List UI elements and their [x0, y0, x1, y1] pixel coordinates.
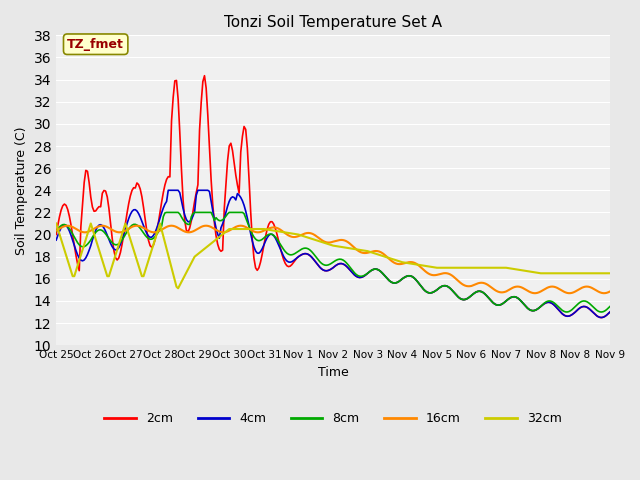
4cm — [359, 274, 367, 280]
16cm — [64, 223, 72, 228]
16cm — [606, 288, 614, 294]
4cm — [64, 225, 72, 230]
4cm — [606, 309, 614, 315]
4cm — [476, 288, 484, 294]
Line: 32cm: 32cm — [56, 224, 610, 288]
8cm — [488, 298, 495, 304]
4cm — [52, 237, 60, 243]
8cm — [563, 309, 571, 315]
32cm — [488, 265, 495, 271]
16cm — [359, 250, 367, 256]
Line: 16cm: 16cm — [56, 226, 610, 293]
2cm — [476, 288, 484, 294]
Text: TZ_fmet: TZ_fmet — [67, 38, 124, 51]
16cm — [65, 223, 73, 229]
8cm — [225, 210, 233, 216]
2cm — [494, 302, 502, 308]
8cm — [52, 228, 60, 234]
4cm — [225, 198, 233, 204]
4cm — [598, 315, 605, 321]
16cm — [494, 288, 502, 294]
2cm — [606, 309, 614, 315]
4cm — [494, 302, 502, 308]
16cm — [531, 290, 538, 296]
32cm — [174, 286, 182, 291]
32cm — [52, 221, 60, 227]
16cm — [52, 228, 60, 233]
Line: 4cm: 4cm — [56, 190, 610, 318]
8cm — [163, 210, 170, 216]
16cm — [476, 280, 484, 286]
2cm — [201, 73, 209, 79]
2cm — [598, 315, 605, 321]
X-axis label: Time: Time — [317, 366, 348, 379]
4cm — [488, 298, 495, 304]
8cm — [359, 273, 367, 279]
2cm — [488, 298, 495, 304]
16cm — [225, 228, 233, 233]
8cm — [606, 304, 614, 310]
2cm — [359, 274, 367, 280]
Line: 8cm: 8cm — [56, 213, 610, 312]
4cm — [164, 187, 172, 193]
32cm — [494, 265, 502, 271]
32cm — [359, 248, 367, 253]
Y-axis label: Soil Temperature (C): Soil Temperature (C) — [15, 126, 28, 254]
32cm — [64, 257, 72, 263]
8cm — [64, 224, 72, 229]
Title: Tonzi Soil Temperature Set A: Tonzi Soil Temperature Set A — [224, 15, 442, 30]
8cm — [494, 302, 502, 308]
8cm — [476, 288, 484, 294]
2cm — [52, 232, 60, 238]
Legend: 2cm, 4cm, 8cm, 16cm, 32cm: 2cm, 4cm, 8cm, 16cm, 32cm — [99, 407, 566, 430]
2cm — [225, 143, 233, 149]
32cm — [476, 265, 484, 271]
16cm — [488, 285, 495, 290]
32cm — [225, 226, 233, 232]
32cm — [606, 270, 614, 276]
Line: 2cm: 2cm — [56, 76, 610, 318]
2cm — [64, 206, 72, 212]
